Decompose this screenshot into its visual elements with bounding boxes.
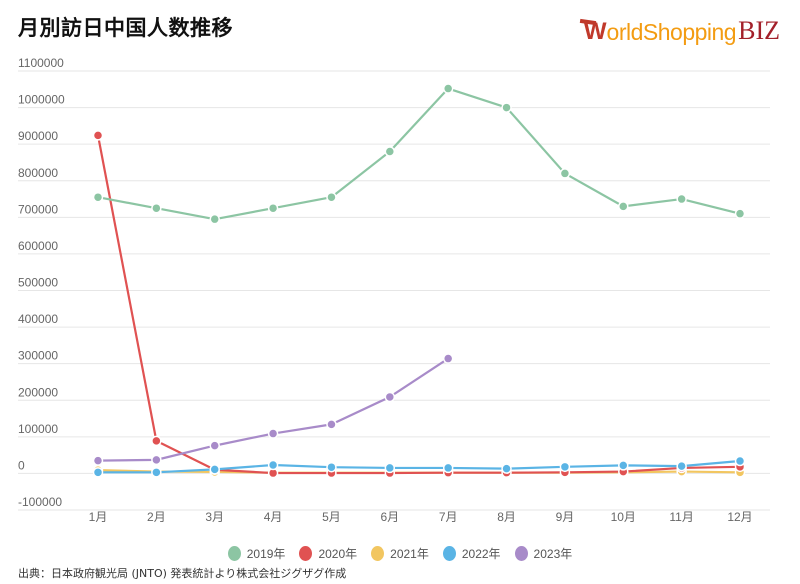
data-point[interactable] xyxy=(92,467,104,478)
legend-item[interactable]: 2019年 xyxy=(227,545,286,562)
y-axis-ticks: 1100000100000090000080000070000060000050… xyxy=(18,56,65,509)
data-point[interactable] xyxy=(384,146,396,157)
data-point[interactable] xyxy=(676,460,687,472)
x-axis-ticks: 1月 2月 3月 4月 5月 6月 7月 8月 9月 10月 11月 12月 xyxy=(89,510,753,524)
data-point[interactable] xyxy=(209,440,220,451)
data-point[interactable] xyxy=(151,202,162,214)
series-2019年 xyxy=(92,83,746,225)
data-point[interactable] xyxy=(618,460,629,471)
legend-label: 2021年 xyxy=(390,547,429,561)
data-point[interactable] xyxy=(501,463,512,474)
legend-item[interactable]: 2021年 xyxy=(371,545,429,562)
x-tick-label: 11月 xyxy=(669,510,693,524)
data-point[interactable] xyxy=(267,202,279,214)
data-point[interactable] xyxy=(559,168,571,179)
y-tick-label: -100000 xyxy=(18,495,62,509)
series-2020年 xyxy=(92,130,746,479)
data-point[interactable] xyxy=(501,102,512,113)
x-tick-label: 3月 xyxy=(205,510,224,524)
data-point[interactable] xyxy=(559,461,571,473)
y-tick-label: 500000 xyxy=(18,276,58,290)
x-tick-label: 6月 xyxy=(380,510,399,524)
series-2022年 xyxy=(92,455,746,478)
legend-swatch-icon xyxy=(299,546,313,561)
data-point[interactable] xyxy=(618,201,629,212)
data-point[interactable] xyxy=(676,193,687,205)
legend-label: 2022年 xyxy=(461,547,501,561)
data-point[interactable] xyxy=(92,455,104,466)
y-tick-label: 0 xyxy=(18,458,25,472)
legend-swatch-icon xyxy=(442,546,456,561)
legend-label: 2019年 xyxy=(246,547,286,561)
legend-item[interactable]: 2020年 xyxy=(299,545,357,562)
data-point[interactable] xyxy=(326,419,337,430)
x-tick-label: 9月 xyxy=(556,510,575,524)
x-tick-label: 12月 xyxy=(727,510,752,524)
data-point[interactable] xyxy=(442,353,454,364)
data-point[interactable] xyxy=(92,130,104,141)
data-point[interactable] xyxy=(384,391,396,403)
y-tick-label: 600000 xyxy=(18,239,58,253)
y-tick-label: 1000000 xyxy=(18,93,65,107)
y-tick-label: 300000 xyxy=(18,349,58,363)
page-title: 月別訪日中国人数推移 xyxy=(18,16,233,40)
gridlines xyxy=(18,70,770,511)
legend-swatch-icon xyxy=(371,546,385,561)
data-point[interactable] xyxy=(442,462,454,474)
legend-item[interactable]: 2022年 xyxy=(442,545,501,562)
data-point[interactable] xyxy=(267,428,279,439)
data-point[interactable] xyxy=(326,191,337,203)
data-point[interactable] xyxy=(209,213,220,225)
y-tick-label: 400000 xyxy=(18,312,58,326)
data-point[interactable] xyxy=(92,191,104,203)
x-tick-label: 2月 xyxy=(147,510,166,524)
data-point[interactable] xyxy=(151,467,162,478)
x-tick-label: 5月 xyxy=(322,510,341,524)
x-tick-label: 8月 xyxy=(497,510,516,524)
data-point[interactable] xyxy=(734,455,746,467)
legend-swatch-icon xyxy=(514,546,528,561)
logo-suffix: BIZ xyxy=(738,16,780,45)
y-tick-label: 1100000 xyxy=(18,56,64,70)
y-tick-label: 100000 xyxy=(18,422,58,436)
data-point[interactable] xyxy=(734,208,746,219)
data-point[interactable] xyxy=(326,461,337,473)
legend-label: 2023年 xyxy=(533,547,573,561)
x-tick-label: 7月 xyxy=(439,510,458,524)
logo-cart-icon: W xyxy=(579,18,607,46)
legend-item[interactable]: 2023年 xyxy=(514,545,573,562)
y-tick-label: 700000 xyxy=(18,202,58,216)
y-tick-label: 800000 xyxy=(18,166,58,180)
data-series xyxy=(92,83,746,479)
data-point[interactable] xyxy=(151,435,162,447)
x-tick-label: 10月 xyxy=(611,510,636,524)
chart-legend: 2019年 2020年 2021年 2022年 2023年 xyxy=(0,545,800,562)
data-point[interactable] xyxy=(151,454,162,466)
legend-swatch-icon xyxy=(227,546,241,561)
data-point[interactable] xyxy=(267,459,279,471)
data-point[interactable] xyxy=(442,83,454,94)
logo-text: orldShopping xyxy=(606,19,737,45)
data-point[interactable] xyxy=(209,464,220,475)
x-tick-label: 1月 xyxy=(89,510,108,524)
series-2023年 xyxy=(92,353,454,466)
x-tick-label: 4月 xyxy=(264,510,283,524)
legend-label: 2020年 xyxy=(318,547,358,561)
source-note: 出典：日本政府観光局 (JNTO) 発表統計より株式会社ジグザグ作成 xyxy=(18,567,347,580)
data-point[interactable] xyxy=(384,462,396,474)
y-tick-label: 200000 xyxy=(18,385,58,399)
y-tick-label: 900000 xyxy=(18,129,58,143)
